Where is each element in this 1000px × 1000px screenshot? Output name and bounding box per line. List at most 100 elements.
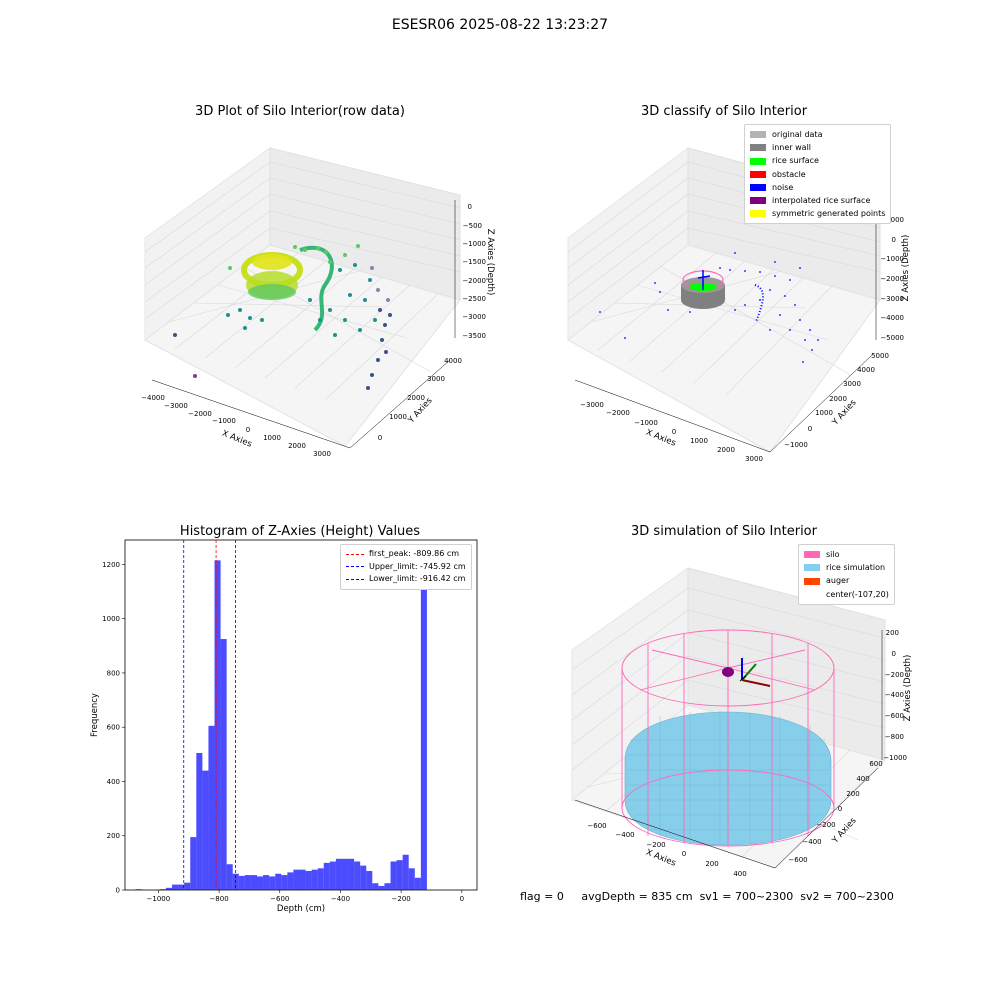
simulation-xtick: 400 <box>733 870 746 878</box>
raw-ytick: 0 <box>378 434 382 442</box>
legend-entry: silo <box>804 548 889 561</box>
simulation-ytick: 400 <box>856 775 869 783</box>
legend-swatch <box>750 157 766 165</box>
histogram-bar <box>420 558 427 890</box>
histogram-bar <box>335 858 342 890</box>
histogram-ytick-label: 200 <box>107 832 120 840</box>
raw-ztick: −2000 <box>462 277 486 285</box>
histogram-bar <box>196 752 203 890</box>
raw-ytick: 4000 <box>444 357 462 365</box>
simulation-xtick: 200 <box>705 860 718 868</box>
simulation-ytick: 600 <box>869 760 882 768</box>
legend-swatch <box>750 210 766 218</box>
legend-label: rice simulation <box>826 563 886 573</box>
legend-swatch <box>804 590 820 598</box>
histogram-bar <box>396 860 403 890</box>
classify-ytick: 0 <box>808 425 812 433</box>
simulation-ytick: −200 <box>816 821 835 829</box>
histogram-ytick-label: 400 <box>107 778 120 786</box>
legend-label: first_peak: -809.86 cm <box>369 549 460 558</box>
figure-title: ESESR06 2025-08-22 13:23:27 <box>391 17 609 33</box>
legend-line <box>346 566 364 568</box>
raw-ztick: −500 <box>463 222 482 230</box>
histogram-xtick-label: −400 <box>331 895 350 903</box>
simulation-y-ticks: −600 −400 −200 0 200 400 600 <box>788 760 882 864</box>
histogram-xtick-label: −1000 <box>147 895 171 903</box>
classify-ztick: −3000 <box>880 295 904 303</box>
legend-label: silo <box>826 550 840 559</box>
classify-ztick: 0 <box>892 236 896 244</box>
histogram-bar <box>244 875 251 890</box>
legend-entry: noise <box>750 181 885 194</box>
histogram-bar <box>384 883 391 890</box>
raw-ytick: 2000 <box>407 394 425 402</box>
legend-entry: center(-107,20) <box>804 588 889 601</box>
histogram-bar <box>250 875 257 890</box>
raw-xtick: 1000 <box>263 434 281 442</box>
histogram-bar <box>402 854 409 890</box>
histogram-bar <box>269 876 276 890</box>
footer-flag: flag = 0 <box>520 890 564 903</box>
histogram-bar <box>311 869 318 890</box>
raw-ztick: −3000 <box>462 313 486 321</box>
simulation-z-ticks: 200 0 −200 −400 −600 −800 −1000 <box>883 629 907 762</box>
raw-z-axis-label: Z Axies (Depth) <box>485 229 495 296</box>
classify-x-ticks: −3000 −2000 −1000 0 1000 2000 3000 <box>580 401 763 463</box>
histogram-bar <box>184 882 191 890</box>
classify-point-cloud <box>599 252 819 363</box>
classify-xtick: 1000 <box>690 437 708 445</box>
histogram-reference-lines <box>183 540 236 890</box>
raw-ztick: −3500 <box>462 332 486 340</box>
raw-xtick: −1000 <box>212 417 236 425</box>
simulation-ztick: −400 <box>885 691 904 699</box>
histogram-bar <box>408 868 415 890</box>
legend-label: rice surface <box>772 156 819 166</box>
histogram-bar <box>329 861 336 890</box>
legend-swatch <box>750 170 766 178</box>
classify-axes-lines <box>574 212 877 453</box>
legend-line <box>346 578 364 580</box>
legend-label: obstacle <box>772 169 806 179</box>
simulation-ytick: 200 <box>846 790 859 798</box>
legend-entry: rice surface <box>750 154 885 167</box>
histogram-bar <box>159 889 166 890</box>
legend-swatch <box>804 564 820 572</box>
legend-entry: symmetric generated points <box>750 207 885 220</box>
legend-swatch <box>804 551 820 559</box>
legend-label: interpolated rice surface <box>772 196 871 206</box>
raw-axes-lines <box>151 200 456 449</box>
histogram-bar <box>341 858 349 890</box>
classify-y-ticks: −1000 0 1000 2000 3000 4000 5000 <box>784 352 889 449</box>
histogram-bar <box>372 883 379 890</box>
simulation-ytick: −600 <box>788 856 807 864</box>
legend-entry: interpolated rice surface <box>750 194 885 207</box>
classify-pane-floor <box>567 244 881 453</box>
simulation-xtick: −400 <box>615 831 634 839</box>
histogram-bar <box>208 725 215 890</box>
legend-entry: Upper_limit: -745.92 cm <box>346 561 466 574</box>
status-footer: flag = 0 avgDepth = 835 cm sv1 = 700~230… <box>520 890 894 903</box>
histogram-bar <box>220 639 227 890</box>
histogram-bar <box>354 861 361 890</box>
histogram-bar <box>366 871 373 890</box>
histogram-bar <box>178 884 185 890</box>
classify-plot-title: 3D classify of Silo Interior <box>640 104 808 119</box>
histogram-bar <box>305 871 312 890</box>
classify-xtick: 3000 <box>745 455 763 463</box>
legend-swatch <box>750 197 766 205</box>
histogram-legend: first_peak: -809.86 cm Upper_limit: -745… <box>340 544 472 590</box>
simulation-x-axis-label: X Axies <box>644 848 677 869</box>
histogram-bar <box>190 837 197 890</box>
legend-label: noise <box>772 182 794 192</box>
raw-plot-title: 3D Plot of Silo Interior(row data) <box>195 104 405 119</box>
classify-xtick: 0 <box>672 428 676 436</box>
simulation-xtick: −200 <box>646 841 665 849</box>
histogram-bar <box>378 885 385 890</box>
legend-entry: auger <box>804 574 889 587</box>
simulation-plot-title: 3D simulation of Silo Interior <box>631 524 817 539</box>
legend-label: Lower_limit: -916.42 cm <box>369 574 466 583</box>
legend-line <box>346 553 364 555</box>
classify-xtick: −1000 <box>634 419 658 427</box>
raw-xtick: 2000 <box>288 442 306 450</box>
